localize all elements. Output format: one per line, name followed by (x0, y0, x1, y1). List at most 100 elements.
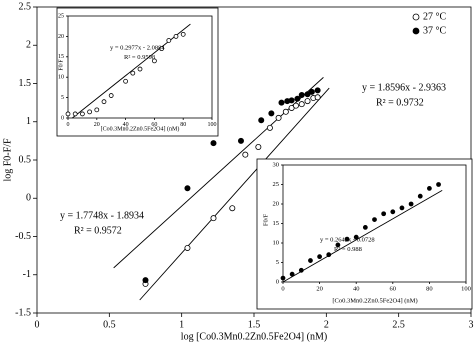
data-point (159, 46, 165, 52)
legend-marker (412, 13, 420, 21)
annotation: R² = 0.988 (334, 246, 362, 253)
annotation: y = 0.2642x - 0.0728 (320, 236, 375, 243)
data-point (298, 267, 304, 273)
x-tick-label: 2 (324, 319, 329, 330)
annotation: R² = 0.9572 (74, 225, 122, 236)
y-tick-label: 30 (273, 161, 280, 168)
y-tick-label: 0 (26, 193, 31, 204)
legend-label: 37 °C (423, 25, 446, 36)
data-point (372, 217, 377, 223)
data-point (237, 137, 244, 144)
data-point (123, 78, 128, 84)
y-tick-label: 0 (276, 278, 279, 285)
data-point (362, 224, 368, 230)
x-axis-label: [Co0.3Mn0.2Zn0.5Fe2O4] (nM) (101, 125, 180, 132)
x-tick-label: 1 (179, 319, 184, 330)
legend-label: 27 °C (423, 11, 446, 22)
x-tick-label: 20 (316, 286, 323, 293)
trendline (139, 87, 330, 301)
data-point (308, 258, 313, 263)
y-tick-label: 0 (61, 115, 64, 121)
data-point (282, 108, 289, 115)
data-point (108, 93, 114, 98)
inset-frame (256, 158, 473, 310)
data-point (275, 114, 282, 121)
y-tick-label: 15 (273, 220, 280, 227)
x-tick-label: 20 (94, 122, 100, 128)
y-tick-label: 0.5 (19, 154, 32, 165)
x-tick-label: 80 (180, 122, 186, 128)
x-tick-label: 2.5 (392, 319, 405, 330)
y-tick-label: -0.5 (15, 231, 31, 242)
data-point (280, 275, 286, 281)
data-point (266, 124, 273, 131)
x-tick-label: 0 (281, 286, 284, 293)
data-point (326, 252, 332, 258)
data-point (399, 205, 405, 211)
data-point (173, 34, 179, 39)
x-tick-label: 40 (123, 122, 129, 128)
data-point (294, 95, 301, 102)
data-point (288, 97, 295, 104)
data-point (180, 31, 186, 37)
data-point (353, 234, 359, 240)
y-axis-label: F0/F (58, 59, 64, 71)
x-tick-label: 40 (353, 286, 360, 293)
data-point (137, 66, 143, 72)
legend-marker (412, 27, 420, 35)
data-point (94, 107, 100, 113)
data-point (292, 102, 299, 109)
data-point (335, 242, 341, 248)
x-tick-label: 0 (35, 319, 40, 330)
data-point (426, 185, 432, 191)
y-tick-label: 10 (58, 75, 64, 81)
y-tick-label: 1.5 (19, 78, 32, 89)
data-point (390, 209, 396, 215)
data-point (308, 88, 315, 95)
y-tick-label: 5 (276, 259, 279, 266)
data-point (242, 151, 249, 158)
data-point (408, 201, 414, 207)
x-tick-label: 100 (461, 286, 471, 293)
data-point (142, 277, 149, 284)
data-point (278, 99, 285, 106)
annotation: R² = 0.9598 (124, 54, 155, 61)
data-point (87, 109, 92, 115)
y-axis-label: F0/F (262, 213, 269, 226)
inset-frame (56, 7, 219, 137)
data-point (314, 87, 321, 94)
y-tick-label: 25 (58, 13, 64, 19)
x-tick-label: 0 (67, 122, 70, 128)
data-point (298, 101, 305, 108)
data-point (65, 111, 71, 117)
data-point (72, 111, 78, 117)
data-point (268, 110, 275, 117)
data-point (166, 38, 172, 43)
trendline (282, 189, 443, 283)
data-point (304, 98, 311, 105)
data-point (314, 94, 321, 101)
annotation: y = 1.8596x - 2.9363 (362, 82, 446, 93)
y-tick-label: 5 (61, 95, 64, 101)
y-tick-label: 20 (273, 200, 280, 207)
data-point (255, 143, 262, 150)
x-tick-label: 100 (208, 122, 217, 128)
y-tick-label: 25 (273, 181, 280, 188)
y-tick-label: 1 (26, 116, 31, 127)
y-tick-label: 15 (58, 54, 64, 60)
data-point (317, 254, 323, 260)
data-point (289, 271, 295, 277)
data-point (101, 99, 107, 105)
data-point (258, 117, 265, 124)
data-point (210, 215, 217, 222)
plot-frame (67, 15, 213, 119)
data-point (210, 140, 217, 147)
y-tick-label: -1.5 (15, 307, 31, 318)
data-point (298, 91, 305, 98)
data-point (344, 236, 350, 242)
x-tick-label: 0.5 (103, 319, 116, 330)
annotation: y = 0.2977x - 2.0884 (110, 44, 165, 51)
trendline (113, 77, 324, 269)
data-point (417, 193, 423, 199)
